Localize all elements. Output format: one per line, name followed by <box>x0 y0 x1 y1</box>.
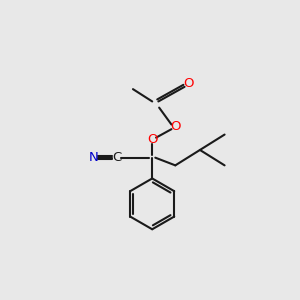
Text: O: O <box>183 77 194 90</box>
Text: N: N <box>89 151 99 164</box>
Text: O: O <box>147 134 158 146</box>
Text: C: C <box>112 151 122 164</box>
Text: O: O <box>170 120 181 134</box>
